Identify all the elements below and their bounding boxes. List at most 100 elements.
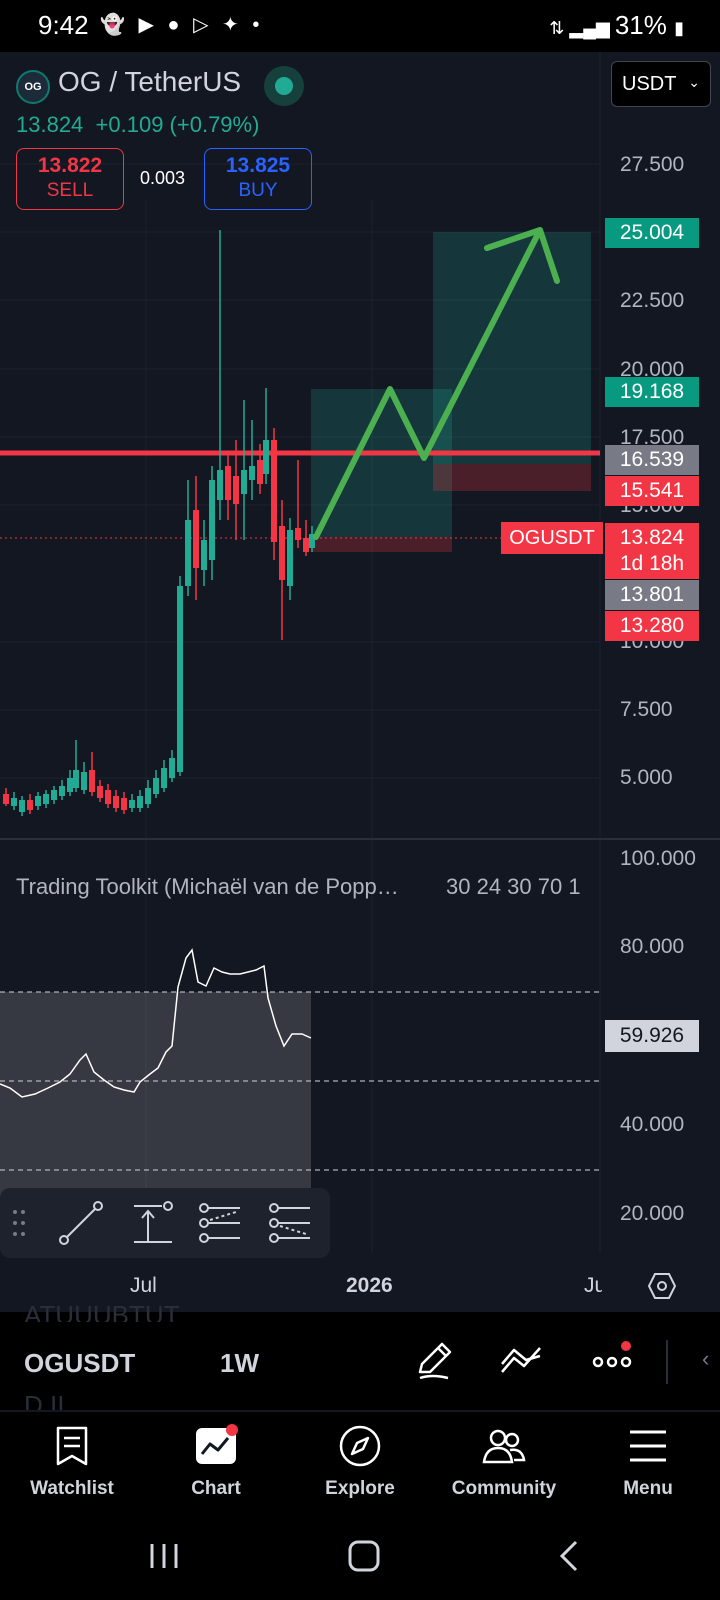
system-nav-bar bbox=[0, 1520, 720, 1600]
indicator-title[interactable]: Trading Toolkit (Michaël van de Popp… bbox=[16, 874, 399, 899]
vertical-measure-icon[interactable] bbox=[128, 1198, 178, 1248]
status-time: 9:42 bbox=[38, 10, 89, 40]
trend-line-icon[interactable] bbox=[56, 1198, 106, 1248]
home-icon[interactable] bbox=[346, 1538, 382, 1574]
candle-body bbox=[185, 520, 191, 586]
battery-level: 31% bbox=[614, 10, 667, 40]
back-icon[interactable] bbox=[552, 1538, 588, 1574]
nav-label: Explore bbox=[325, 1478, 395, 1499]
candle-body bbox=[27, 800, 33, 810]
candle-body bbox=[121, 798, 127, 810]
time-label-jul: Jul bbox=[130, 1274, 157, 1297]
spread-value: 0.003 bbox=[140, 168, 186, 188]
symbol-tag: OGUSDT bbox=[501, 522, 603, 554]
price-change-line: 13.824 +0.109 (+0.79%) bbox=[16, 112, 259, 138]
price-axis-badge: 1d 18h bbox=[605, 549, 699, 579]
market-status-indicator bbox=[264, 66, 304, 106]
app-icon: ✦ bbox=[222, 14, 243, 36]
projection-arrowhead[interactable] bbox=[484, 227, 560, 284]
menu-icon bbox=[630, 1430, 666, 1462]
candle-body bbox=[3, 794, 9, 804]
recent-apps-icon[interactable] bbox=[146, 1538, 182, 1574]
candle-body bbox=[177, 586, 183, 772]
status-right: ⇅ ▂▄▆ 31% ▮ bbox=[549, 10, 684, 41]
snapchat-icon: 👻 bbox=[100, 14, 129, 36]
coin-logo: OG bbox=[16, 70, 50, 104]
compass-icon bbox=[339, 1425, 381, 1467]
status-bar: 9:42 👻 ▶ ● ▷ ✦ • ⇅ ▂▄▆ 31% ▮ bbox=[0, 0, 720, 52]
indicator-params: 30 24 30 70 1 bbox=[446, 874, 581, 899]
price-tick-label: 17.500 bbox=[620, 426, 685, 449]
candle-body bbox=[51, 790, 57, 800]
sell-button[interactable]: 13.822 SELL bbox=[16, 148, 124, 210]
price-tick-label: 7.500 bbox=[620, 698, 673, 721]
sell-price: 13.822 bbox=[37, 154, 103, 177]
candlestick-series[interactable] bbox=[3, 230, 315, 816]
currency-value: USDT bbox=[622, 73, 677, 95]
candle-body bbox=[67, 778, 73, 792]
candle-body bbox=[241, 470, 247, 494]
interval-selector[interactable]: 1W bbox=[220, 1348, 259, 1378]
long-position-2-target-zone[interactable] bbox=[433, 232, 591, 464]
nav-menu[interactable]: Menu bbox=[578, 1412, 718, 1520]
price-axis-badge: 16.539 bbox=[605, 445, 699, 475]
price-axis-badge: 15.541 bbox=[605, 476, 699, 506]
nav-watchlist[interactable]: Watchlist bbox=[2, 1412, 142, 1520]
candle-body bbox=[97, 786, 103, 798]
long-position-2-stop-zone[interactable] bbox=[433, 464, 591, 491]
price-change: +0.109 (+0.79%) bbox=[95, 112, 260, 137]
long-position-stop-zone[interactable] bbox=[311, 537, 452, 552]
price-axis-badge: 19.168 bbox=[605, 377, 699, 407]
short-position-icon[interactable] bbox=[266, 1198, 316, 1248]
candle-body bbox=[233, 476, 239, 504]
candle-body bbox=[89, 770, 95, 792]
notification-dot bbox=[621, 1341, 631, 1351]
nav-chart[interactable]: Chart bbox=[146, 1412, 286, 1520]
buy-price: 13.825 bbox=[225, 154, 291, 177]
pair-title[interactable]: OG / TetherUS bbox=[58, 66, 242, 97]
indicator-tick-label: 100.000 bbox=[620, 847, 696, 870]
indicator-tick-label: 80.000 bbox=[620, 935, 685, 958]
candle-body bbox=[137, 796, 143, 808]
indicators-button[interactable] bbox=[498, 1338, 544, 1384]
candle-body bbox=[271, 440, 277, 542]
indicators-icon bbox=[501, 1347, 541, 1373]
symbol-name[interactable]: OGUSDT bbox=[24, 1348, 136, 1378]
drawing-tools-button[interactable] bbox=[412, 1338, 458, 1384]
time-label-jun: Ju bbox=[584, 1274, 602, 1297]
long-position-icon[interactable] bbox=[196, 1198, 246, 1248]
chart-settings-icon[interactable] bbox=[647, 1272, 677, 1300]
nav-explore[interactable]: Explore bbox=[290, 1412, 430, 1520]
price-axis-badge: 13.824 bbox=[605, 523, 699, 553]
indicator-line[interactable] bbox=[0, 948, 312, 1098]
pencil-icon bbox=[418, 1342, 452, 1380]
indicator-tick-label: 40.000 bbox=[620, 1113, 685, 1136]
candle-body bbox=[279, 526, 285, 580]
long-position-target-zone[interactable] bbox=[311, 389, 452, 537]
indicator-tick-label: 20.000 bbox=[620, 1202, 685, 1225]
toolbar-divider bbox=[666, 1340, 668, 1384]
candle-body bbox=[161, 768, 167, 788]
candle-body bbox=[129, 800, 135, 808]
nav-label: Watchlist bbox=[30, 1478, 114, 1499]
more-options-button[interactable] bbox=[590, 1338, 636, 1384]
candle-body bbox=[263, 440, 269, 474]
buy-label: BUY bbox=[238, 180, 278, 201]
candle-body bbox=[257, 460, 263, 484]
drag-handle-icon[interactable] bbox=[12, 1208, 26, 1238]
nav-community[interactable]: Community bbox=[434, 1412, 574, 1520]
media-icon: ▷ bbox=[193, 14, 213, 36]
candle-body bbox=[153, 778, 159, 794]
candle-body bbox=[43, 794, 49, 804]
watchlist-icon bbox=[56, 1426, 88, 1466]
buy-button[interactable]: 13.825 BUY bbox=[204, 148, 312, 210]
nav-label: Community bbox=[451, 1478, 557, 1499]
currency-select[interactable]: USDT ⌄ bbox=[611, 61, 711, 107]
collapse-chevron-icon[interactable]: ‹ bbox=[702, 1346, 710, 1371]
more-icon bbox=[592, 1341, 632, 1368]
projection-arrow[interactable] bbox=[313, 227, 543, 540]
candle-body bbox=[201, 540, 207, 570]
chart-area[interactable]: 27.50022.50020.00017.50015.00010.0007.50… bbox=[0, 52, 720, 1312]
price-axis-badge: 13.280 bbox=[605, 611, 699, 641]
battery-icon: ▮ bbox=[674, 18, 684, 38]
